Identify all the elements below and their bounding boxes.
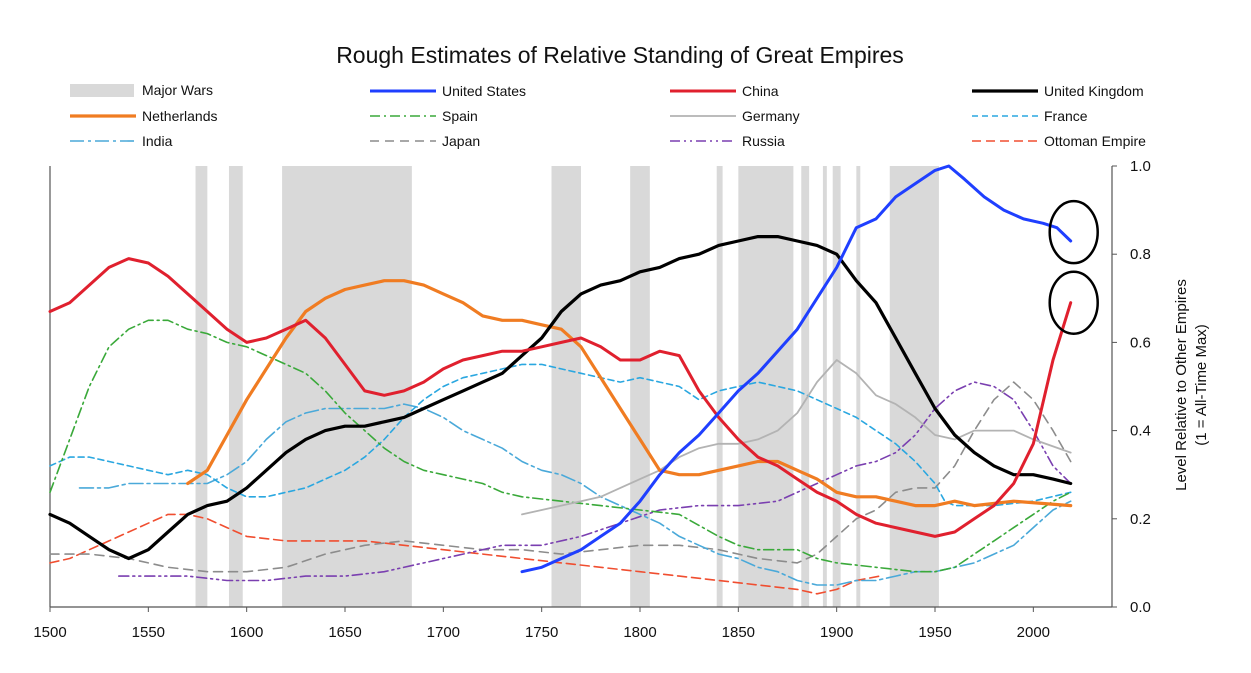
- legend-item-netherlands: Netherlands: [70, 108, 218, 124]
- x-tick-label: 1550: [132, 624, 165, 641]
- series-line-russia: [118, 381, 1072, 582]
- legend-label-china: China: [742, 83, 779, 99]
- series-line-germany: [521, 359, 1072, 516]
- legend-item-france: France: [972, 108, 1088, 124]
- war-band: [282, 166, 412, 607]
- series-line-france: [49, 363, 1072, 507]
- war-band: [228, 166, 243, 607]
- y-tick-label: 1.0: [1130, 158, 1151, 175]
- war-band: [801, 166, 810, 607]
- legend-label-ottoman-empire: Ottoman Empire: [1044, 133, 1146, 149]
- highlight-circle-china-latest: [1048, 270, 1099, 335]
- legend-label-india: India: [142, 133, 173, 149]
- legend-item-spain: Spain: [370, 108, 478, 124]
- x-tick-label: 1650: [328, 624, 361, 641]
- legend-swatch-major-wars: [70, 84, 134, 97]
- x-tick-label: 1700: [427, 624, 460, 641]
- x-tick-label: 1750: [525, 624, 558, 641]
- legend-item-united-kingdom: United Kingdom: [972, 83, 1144, 99]
- legend-item-russia: Russia: [670, 133, 785, 149]
- x-tick-label: 1800: [623, 624, 656, 641]
- series-line-united-kingdom: [48, 235, 1073, 561]
- plot-area: [48, 164, 1113, 608]
- legend-item-germany: Germany: [670, 108, 800, 124]
- x-tick-label: 1900: [820, 624, 853, 641]
- series-line-united-states: [520, 164, 1073, 574]
- legend-label-japan: Japan: [442, 133, 480, 149]
- y-axis-label-note: (1 = All-Time Max): [1193, 324, 1210, 446]
- major-wars-bands: [195, 166, 939, 607]
- x-tick-label: 1950: [918, 624, 951, 641]
- war-band: [551, 166, 581, 607]
- legend-item-japan: Japan: [370, 133, 480, 149]
- war-band: [195, 166, 208, 607]
- y-axis-ticks: 0.0 0.2 0.4 0.6 0.8 1.0: [1112, 158, 1151, 616]
- legend-label-netherlands: Netherlands: [142, 108, 218, 124]
- highlight-circle-united-states-latest: [1048, 199, 1099, 265]
- legend-item-united-states: United States: [370, 83, 526, 99]
- war-band: [630, 166, 650, 607]
- legend-item-china: China: [670, 83, 779, 99]
- legend-label-united-kingdom: United Kingdom: [1044, 83, 1144, 99]
- x-tick-label: 2000: [1017, 624, 1050, 641]
- war-band: [889, 166, 939, 607]
- legend-label-united-states: United States: [442, 83, 526, 99]
- war-band: [856, 166, 861, 607]
- legend-item-ottoman-empire: Ottoman Empire: [972, 133, 1146, 149]
- series-lines: [48, 164, 1073, 595]
- x-tick-label: 1850: [722, 624, 755, 641]
- series-line-india: [78, 403, 1072, 586]
- series-line-ottoman-empire: [49, 513, 881, 595]
- legend-label-russia: Russia: [742, 133, 785, 149]
- x-tick-label: 1500: [33, 624, 66, 641]
- legend-label-spain: Spain: [442, 108, 478, 124]
- legend-item-major-wars: Major Wars: [70, 82, 213, 98]
- war-band: [832, 166, 841, 607]
- y-axis-label: Level Relative to Other Empires: [1173, 279, 1190, 491]
- chart-legend: Major Wars United States China United King…: [70, 82, 1146, 149]
- x-tick-label: 1600: [230, 624, 263, 641]
- legend-label-germany: Germany: [742, 108, 800, 124]
- chart-title: Rough Estimates of Relative Standing of …: [336, 42, 904, 68]
- war-band: [822, 166, 827, 607]
- series-line-china: [48, 257, 1073, 538]
- y-tick-label: 0.2: [1130, 511, 1151, 528]
- legend-item-india: India: [70, 133, 173, 149]
- legend-label-major-wars: Major Wars: [142, 82, 213, 98]
- series-line-spain: [49, 319, 1072, 573]
- y-tick-label: 0.4: [1130, 423, 1151, 440]
- series-line-japan: [49, 381, 1072, 573]
- y-tick-label: 0.6: [1130, 334, 1151, 351]
- war-band: [738, 166, 794, 607]
- legend-label-france: France: [1044, 108, 1088, 124]
- y-tick-label: 0.0: [1130, 599, 1151, 616]
- highlight-circles: [1048, 199, 1099, 335]
- y-tick-label: 0.8: [1130, 246, 1151, 263]
- x-axis-ticks: 1500 1550 1600 1650 1700 1750 1800 1850 1900 1950…: [33, 607, 1050, 641]
- war-band: [716, 166, 723, 607]
- series-line-netherlands: [186, 279, 1073, 508]
